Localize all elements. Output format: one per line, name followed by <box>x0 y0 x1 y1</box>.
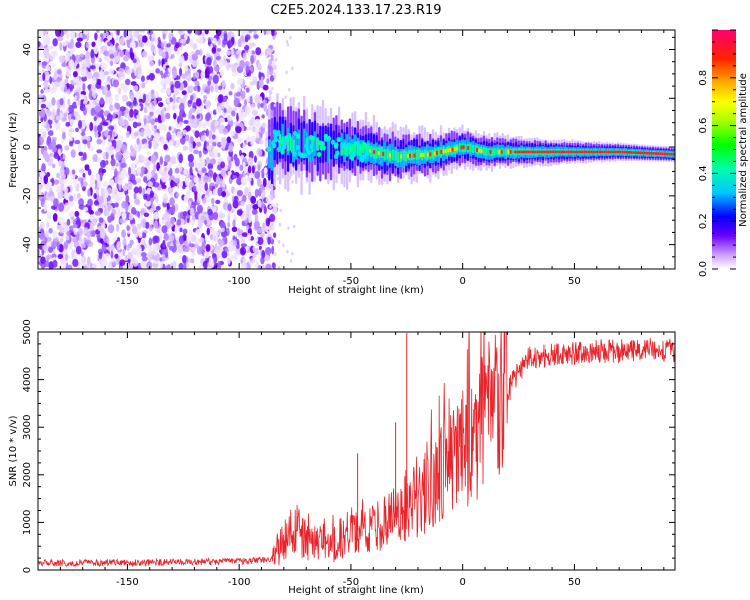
colorbar-tick-label: 0.0 <box>698 261 709 277</box>
spectrogram-ytick-label: 20 <box>22 92 33 105</box>
noise-speck-edge <box>268 233 272 237</box>
noise-speck-edge <box>289 35 292 40</box>
snr-ytick-label: 4000 <box>22 367 33 392</box>
spectrogram-xlabel: Height of straight line (km) <box>288 285 424 296</box>
snr-ytick-label: 3000 <box>22 414 33 439</box>
snr-plot <box>38 332 675 568</box>
snr-ytick-label: 5000 <box>22 319 33 344</box>
spectrogram-xtick-label: -100 <box>228 276 251 287</box>
spectrogram-xtick-label: -150 <box>116 276 139 287</box>
snr-xtick-label: 50 <box>568 577 581 588</box>
snr-ytick-label: 0 <box>22 567 33 573</box>
noise-speck-edge <box>293 224 296 229</box>
noise-speck-edge <box>285 40 289 44</box>
noise-speck-edge <box>291 180 294 184</box>
noise-speck-edge <box>287 226 290 230</box>
colorbar-gradient <box>712 30 736 269</box>
colorbar-label: Normalized spectral amplitude <box>738 73 749 227</box>
noise-speck-edge <box>278 222 282 227</box>
noise-speck-edge <box>273 74 276 79</box>
noise-speck-edge <box>274 252 277 256</box>
spectrogram-ytick-label: 40 <box>22 43 33 56</box>
signal-band <box>266 93 675 201</box>
spectrogram-ytick-label: -40 <box>22 236 33 252</box>
noise-speck-edge <box>284 95 287 100</box>
colorbar-tick-label: 0.8 <box>698 70 709 86</box>
signal-core <box>368 145 675 159</box>
spectrogram-xtick-label: 0 <box>459 276 465 287</box>
colorbar-tick-label: 0.2 <box>698 213 709 229</box>
noise-speckle <box>38 30 296 269</box>
snr-ytick-label: 2000 <box>22 462 33 487</box>
figure-title: C2E5.2024.133.17.23.R19 <box>270 3 441 18</box>
spectrogram-ylabel: Frequency (Hz) <box>8 112 19 188</box>
snr-xtick-label: -150 <box>116 577 139 588</box>
noise-speck-edge <box>288 87 291 92</box>
spectrogram-image <box>38 30 675 269</box>
noise-speck-edge <box>274 57 278 62</box>
noise-speck-edge <box>279 208 282 213</box>
snr-ylabel: SNR (10 * v/v) <box>8 415 19 486</box>
spectrogram-ytick-label: 0 <box>22 144 33 150</box>
noise-speck-edge <box>286 42 290 47</box>
colorbar-ticks: 0.0 0.2 0.4 0.6 0.8 <box>698 29 736 277</box>
spectrogram-xtick-label: -50 <box>343 276 359 287</box>
signal-blobs <box>266 129 371 163</box>
spectrogram-ticks: -150 -100 -50 0 50 -40 -20 0 20 40 <box>22 30 675 287</box>
spectrogram-frame <box>37 29 676 270</box>
colorbar: 0.0 0.2 0.4 0.6 0.8 Normalized spectral ampl… <box>698 29 749 277</box>
noise-speck-edge <box>270 222 274 227</box>
noise-speck-edge <box>289 259 293 263</box>
snr-xtick-label: 0 <box>459 577 465 588</box>
spectrogram-ytick-label: -20 <box>22 188 33 204</box>
noise-speck-edge <box>286 249 289 254</box>
noise-speck-edge <box>291 66 294 71</box>
snr-ytick-label: 1000 <box>22 510 33 535</box>
colorbar-tick-label: 0.4 <box>698 165 709 181</box>
noise-speck-edge <box>269 205 272 209</box>
snr-xlabel: Height of straight line (km) <box>288 585 424 596</box>
noise-speck-edge <box>276 176 280 181</box>
noise-speck-edge <box>277 239 281 244</box>
colorbar-tick-label: 0.6 <box>698 118 709 134</box>
noise-speck-edge <box>285 70 288 75</box>
snr-xtick-label: -50 <box>343 577 359 588</box>
spectrogram-panel: -150 -100 -50 0 50 -40 -20 0 20 40 Height of stra… <box>8 29 676 296</box>
snr-series-line <box>38 332 675 568</box>
noise-speck-edge <box>277 265 281 269</box>
noise-speck-edge <box>282 243 285 248</box>
noise-speck-edge <box>268 51 272 56</box>
noise-speck-edge <box>271 86 274 91</box>
spectrogram-xtick-label: 50 <box>568 276 581 287</box>
noise-speck-edge <box>291 251 294 256</box>
noise-speck-edge <box>276 202 279 207</box>
snr-xtick-label: -100 <box>228 577 251 588</box>
